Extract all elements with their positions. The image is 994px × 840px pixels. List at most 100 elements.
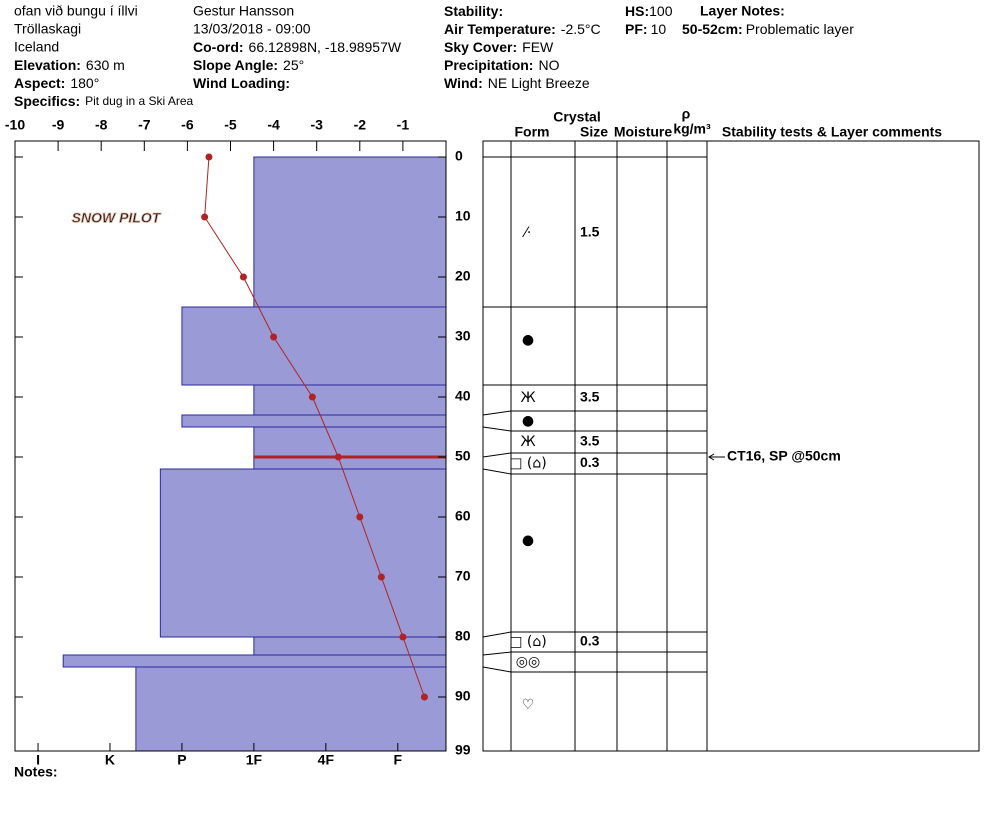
pf-value: 10 — [651, 21, 667, 37]
wind-label: Wind: — [444, 75, 483, 91]
wind-loading: Wind Loading: — [193, 75, 290, 91]
temperature-point — [308, 393, 316, 401]
logo: SNOW PILOT — [72, 210, 162, 226]
temperature-line — [204, 156, 425, 698]
col-density-unit: kg/m³ — [673, 121, 711, 137]
layer-connector — [482, 410, 707, 416]
hardness-bar — [253, 636, 447, 656]
air-temp-value: -2.5°C — [561, 21, 601, 37]
stability-test: CT16, SP @50cm — [727, 448, 841, 464]
sky-cover: Sky Cover: FEW — [444, 39, 554, 55]
hardness-bar — [135, 666, 447, 752]
col-crystal: Crystal — [553, 109, 600, 125]
y-tick-label: 20 — [455, 268, 471, 284]
elevation-value: 630 m — [86, 57, 125, 73]
grain-form: ♡ — [522, 697, 535, 713]
y-tick-label: 80 — [455, 628, 471, 644]
hardness-tick-label: 4F — [318, 752, 335, 768]
col-density: ρ — [682, 106, 691, 122]
temperature-point — [201, 213, 209, 221]
hardness-bar — [159, 468, 447, 638]
layer-connector — [482, 452, 707, 458]
hardness-tick-label: 1F — [246, 752, 263, 768]
grain-size: 1.5 — [580, 224, 600, 240]
hardness-tick-label: P — [177, 752, 186, 768]
specifics-label: Specifics: — [14, 93, 80, 109]
precipitation-value: NO — [538, 57, 559, 73]
country: Iceland — [14, 39, 59, 55]
y-tick-label: 50 — [455, 448, 471, 464]
wind-value: NE Light Breeze — [488, 75, 590, 91]
col-moisture: Moisture — [614, 124, 673, 140]
layer-note-text: Problematic layer — [746, 21, 854, 37]
grain-size: 3.5 — [580, 389, 600, 405]
precipitation-label: Precipitation: — [444, 57, 533, 73]
datetime: 13/03/2018 - 09:00 — [193, 21, 311, 37]
temperature-point — [420, 693, 428, 701]
grain-form: □ (⌂) — [509, 634, 547, 650]
hardness-bar — [181, 414, 447, 428]
grain-size: 0.3 — [580, 633, 600, 649]
hardness-bar — [62, 654, 447, 668]
pf: PF: 10 — [625, 21, 666, 37]
col-size: Size — [580, 124, 608, 140]
x-tick-label: -5 — [224, 117, 237, 133]
hardness-bar — [253, 156, 447, 308]
layer-connector — [482, 631, 707, 638]
elevation-label: Elevation: — [14, 57, 81, 73]
col-form: Form — [515, 124, 550, 140]
precipitation: Precipitation: NO — [444, 57, 560, 73]
y-tick-label: 10 — [455, 208, 471, 224]
y-tick-label: 99 — [455, 742, 471, 758]
grain-form: ● — [522, 332, 534, 348]
wind-loading-label: Wind Loading: — [193, 75, 290, 91]
coord: Co-ord: 66.12898N, -18.98957W — [193, 39, 402, 55]
region: Tröllaskagi — [14, 21, 81, 37]
sky-cover-value: FEW — [522, 39, 554, 55]
pf-label: PF: — [625, 21, 648, 37]
hardness-bar — [253, 384, 447, 416]
layer-notes-label: Layer Notes: — [700, 3, 785, 19]
layer-connector — [482, 651, 707, 656]
x-tick-label: -4 — [267, 117, 280, 133]
layer-connector — [482, 666, 707, 673]
slope-value: 25° — [283, 57, 304, 73]
grain-form: ⁄· — [522, 225, 532, 241]
y-tick-label: 40 — [455, 388, 471, 404]
layer-note-depth: 50-52cm: — [682, 21, 743, 37]
hardness-bar — [253, 456, 447, 470]
hs-value: 100 — [649, 3, 673, 19]
elevation: Elevation: 630 m — [14, 57, 125, 73]
temperature-point — [239, 273, 247, 281]
x-tick-label: -6 — [181, 117, 194, 133]
hardness-tick-label: F — [394, 752, 403, 768]
y-tick-label: 90 — [455, 688, 471, 704]
hardness-tick-label: I — [36, 752, 40, 768]
x-tick-label: -2 — [354, 117, 367, 133]
sky-cover-label: Sky Cover: — [444, 39, 517, 55]
aspect-label: Aspect: — [14, 75, 65, 91]
temperature-point — [334, 453, 342, 461]
x-tick-label: -1 — [397, 117, 410, 133]
notes-label: Notes: — [14, 764, 58, 780]
layer-connector — [482, 426, 707, 432]
y-tick-label: 30 — [455, 328, 471, 344]
grain-form: ● — [522, 532, 534, 548]
x-tick-label: -10 — [5, 117, 25, 133]
temperature-point — [205, 153, 213, 161]
grain-form: □ (⌂) — [509, 456, 547, 472]
stability: Stability: — [444, 3, 503, 19]
x-tick-label: -9 — [52, 117, 65, 133]
grain-form: Ж — [520, 390, 535, 406]
grain-form: ◎◎ — [516, 654, 540, 670]
temperature-point — [399, 633, 407, 641]
hardness-bar — [181, 306, 447, 386]
layer-connector — [482, 468, 707, 475]
grain-form: ● — [522, 413, 534, 429]
observer: Gestur Hansson — [193, 3, 294, 19]
aspect: Aspect: 180° — [14, 75, 99, 91]
stability-label: Stability: — [444, 3, 503, 19]
slope-label: Slope Angle: — [193, 57, 278, 73]
